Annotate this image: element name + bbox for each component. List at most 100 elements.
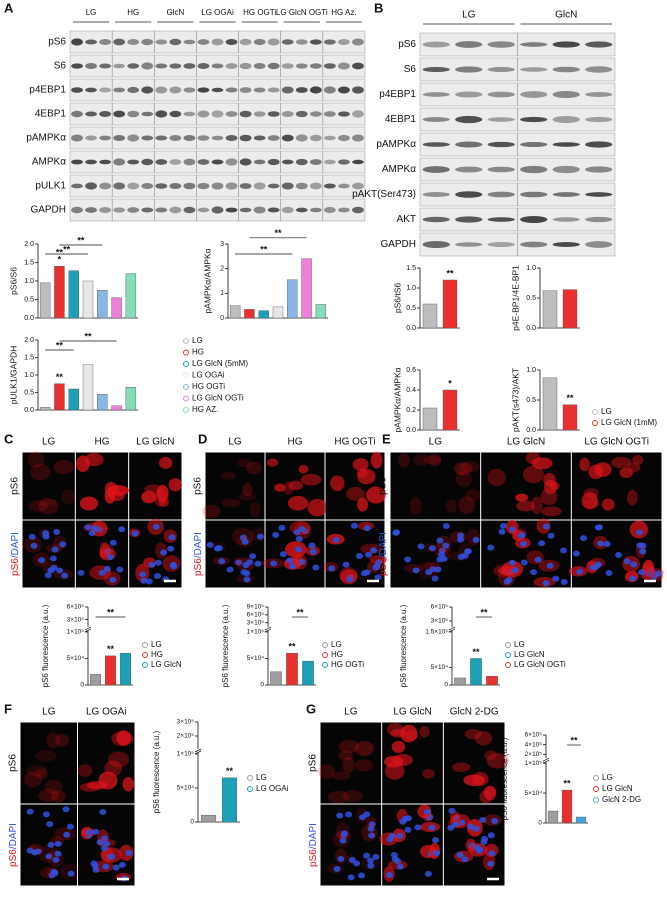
axis-break	[542, 759, 550, 764]
blot-band	[99, 87, 112, 93]
blot-band	[99, 39, 112, 45]
y-tick-label: 1.5×10⁵	[425, 629, 448, 636]
nucleus	[118, 526, 126, 533]
blot-row-label: pULK1	[35, 181, 66, 192]
row-label-stain: pS6	[308, 849, 319, 867]
blot-band	[85, 111, 97, 117]
nucleus	[367, 862, 375, 869]
bar	[90, 674, 101, 686]
cell	[357, 497, 368, 512]
blot-band	[225, 39, 238, 45]
bar	[244, 309, 255, 319]
cell	[154, 489, 167, 507]
nucleus	[603, 540, 611, 547]
cell	[107, 490, 125, 502]
nucleus	[118, 861, 126, 868]
blot-band	[455, 216, 483, 223]
y-tick-label: 0.0	[526, 427, 536, 434]
blot-band	[352, 159, 364, 165]
cell	[482, 786, 497, 797]
blot-band	[487, 217, 515, 222]
significance: **	[56, 340, 64, 350]
cell	[523, 465, 544, 484]
row-label-stain: pS6	[378, 558, 389, 576]
nucleus	[367, 857, 375, 864]
bar	[562, 289, 578, 329]
significance: **	[274, 228, 282, 238]
nucleus	[346, 576, 354, 583]
blot-band	[197, 87, 210, 93]
row-label: pS6	[308, 754, 319, 772]
blot-band	[422, 92, 450, 97]
y-tick-label: 0.0	[24, 407, 34, 414]
blot-band	[183, 87, 196, 93]
y-tick-label: 0.5	[406, 305, 416, 312]
y-tick-label: 1×10⁵	[67, 629, 85, 636]
blot-band	[585, 116, 613, 123]
nucleus	[98, 569, 106, 576]
legend-marker	[592, 409, 598, 415]
nucleus	[84, 524, 92, 531]
cell	[453, 462, 473, 476]
blot-band	[155, 159, 168, 165]
cell	[412, 453, 429, 466]
cell	[44, 779, 63, 795]
blot-band	[295, 87, 308, 93]
nucleus	[328, 565, 336, 572]
nucleus	[542, 580, 550, 587]
blot-band	[552, 217, 580, 222]
bar	[547, 810, 559, 824]
blot-band	[127, 207, 140, 213]
blot-band	[183, 39, 196, 45]
legend-label: GlcN 2-DG	[602, 795, 641, 804]
blot-band	[127, 110, 140, 118]
blot-band	[552, 115, 580, 124]
blot-row-label: AMPKα	[32, 157, 66, 168]
cell	[79, 782, 101, 792]
nucleus	[45, 853, 53, 860]
blot-band	[352, 182, 364, 190]
blot-band	[338, 38, 350, 46]
y-tick-label: 2.0	[24, 337, 34, 344]
blot-band	[309, 63, 322, 69]
y-tick-label: 1.5	[24, 259, 34, 266]
blot-band	[155, 86, 168, 94]
blot-band	[487, 91, 515, 98]
cell	[28, 500, 49, 512]
nucleus	[368, 832, 376, 839]
cell	[300, 473, 322, 486]
significance: **	[226, 766, 234, 776]
cell	[423, 455, 441, 465]
blot-band	[309, 111, 322, 117]
nucleus	[372, 853, 380, 860]
nucleus	[487, 544, 495, 551]
cell	[77, 764, 93, 777]
legend-marker	[183, 395, 189, 402]
bar	[422, 407, 438, 431]
row-label: pS6	[193, 477, 204, 495]
blot-band	[352, 206, 364, 214]
y-tick-label: 6×10⁵	[525, 732, 543, 739]
cell	[35, 750, 57, 762]
blot-band	[585, 66, 613, 73]
y-tick-label: 0	[80, 682, 84, 689]
legend-marker	[183, 407, 189, 413]
nucleus	[213, 545, 221, 552]
legend-marker	[593, 786, 599, 792]
nucleus	[365, 551, 373, 558]
cell	[445, 499, 457, 514]
blot-band	[197, 135, 210, 141]
blot-row-label: pAMPKα	[26, 133, 66, 144]
significance: **	[446, 268, 454, 278]
blot-band	[85, 207, 97, 213]
cell	[397, 453, 410, 468]
nucleus	[49, 555, 57, 562]
cell	[38, 498, 59, 515]
nucleus	[458, 819, 466, 826]
y-tick-label: 1	[220, 290, 224, 297]
blot-band	[155, 39, 168, 45]
y-tick-label: 2×10⁵	[525, 751, 543, 758]
axis-break	[194, 750, 202, 755]
blot-band	[253, 63, 266, 69]
blot-band	[295, 207, 308, 213]
